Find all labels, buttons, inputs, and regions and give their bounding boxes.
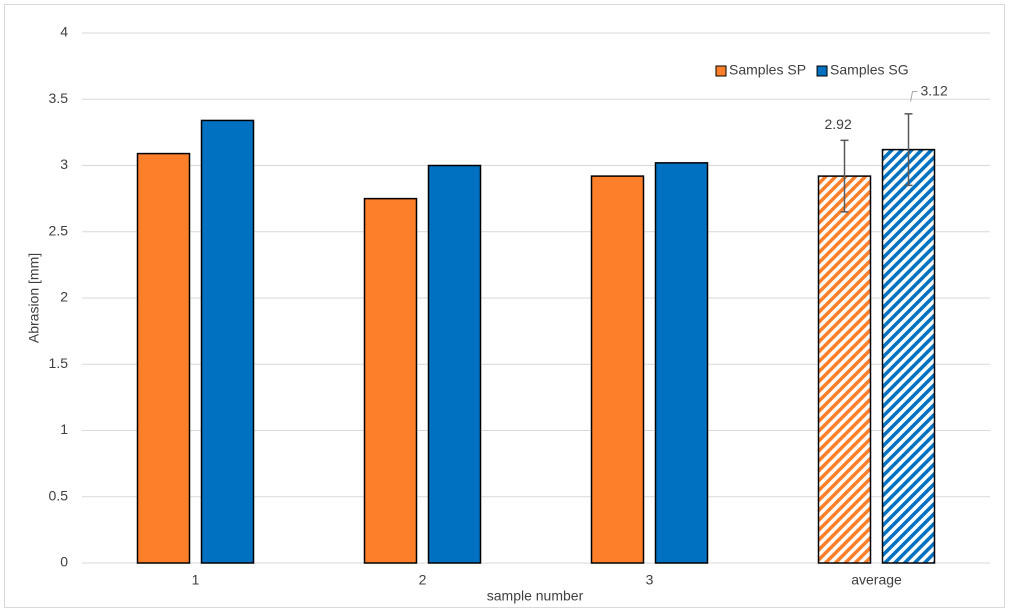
x-tick-label: average (851, 572, 902, 588)
data-label: 3.12 (921, 82, 948, 98)
y-tick-label: 0.5 (49, 487, 69, 503)
bar (881, 148, 936, 564)
bar (136, 152, 191, 564)
legend-swatch (816, 65, 828, 77)
error-bar (904, 113, 913, 187)
leader-line (910, 91, 918, 102)
bar (654, 162, 709, 564)
error-bar (840, 139, 849, 213)
y-tick-label: 0 (60, 554, 68, 570)
y-tick-label: 2 (60, 289, 68, 305)
x-axis-label: sample number (487, 588, 584, 604)
x-tick-label: 1 (192, 572, 200, 588)
bar (817, 175, 872, 564)
y-tick-label: 3 (60, 156, 68, 172)
bar (363, 197, 418, 564)
y-axis-label: Abrasion [mm] (26, 253, 42, 343)
y-tick-label: 4 (60, 24, 68, 40)
bar (427, 164, 482, 564)
y-tick-label: 3.5 (49, 90, 69, 106)
x-tick-label: 2 (419, 572, 427, 588)
y-tick-label: 2.5 (49, 222, 69, 238)
bar (200, 119, 255, 564)
bar (590, 175, 645, 564)
y-tick-label: 1 (60, 421, 68, 437)
legend-label: Samples SG (830, 62, 909, 78)
legend-label: Samples SP (729, 62, 806, 78)
x-tick-label: 3 (646, 572, 654, 588)
legend-swatch (715, 65, 727, 77)
data-label: 2.92 (825, 116, 852, 132)
y-tick-label: 1.5 (49, 355, 69, 371)
